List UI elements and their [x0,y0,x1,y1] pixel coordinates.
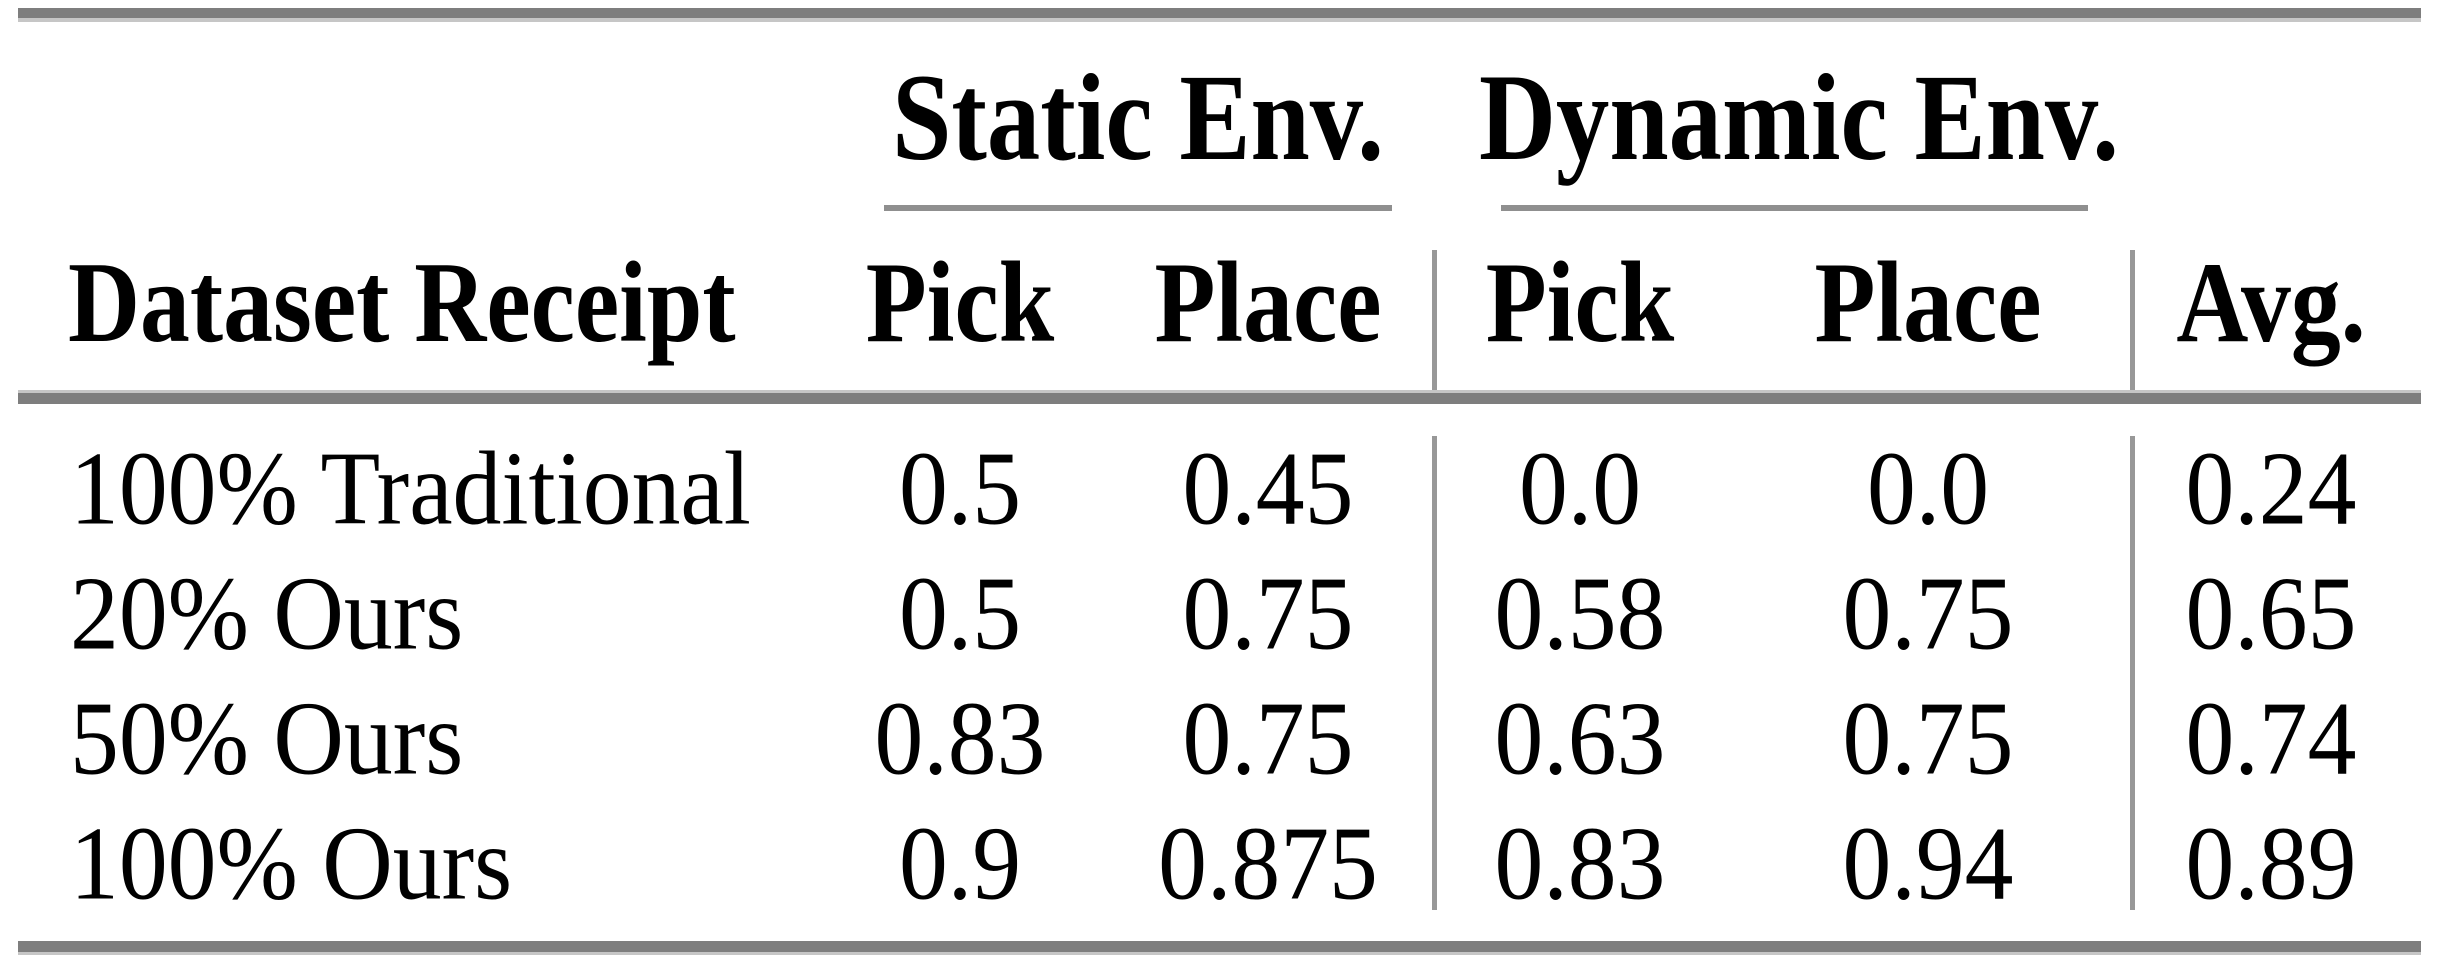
cell-dynamic-place: 0.75 [1842,679,2014,797]
column-header-dynamic-place: Place [1814,239,2042,367]
mid-rule [18,390,2421,404]
divider-avg-body [2130,436,2135,910]
cmidrule-static-env [884,205,1392,211]
cell-dynamic-place: 0.75 [1842,554,2014,672]
cell-dynamic-pick: 0.0 [1518,429,1642,547]
cell-static-pick: 0.9 [898,804,1022,922]
column-header-avg: Avg. [2176,239,2366,367]
top-rule [18,8,2421,22]
cell-static-pick: 0.5 [898,429,1022,547]
cell-avg: 0.65 [2185,554,2357,672]
column-header-static-pick: Pick [865,239,1055,367]
cell-static-place: 0.45 [1182,429,1354,547]
divider-static-dynamic-header [1432,250,1437,390]
cell-static-place: 0.875 [1158,804,1378,922]
row-label: 100% Traditional [70,429,751,547]
row-label: 50% Ours [70,679,464,797]
column-header-dynamic-pick: Pick [1485,239,1675,367]
group-header-dynamic-env: Dynamic Env. [1479,49,2119,186]
cell-static-pick: 0.83 [874,679,1046,797]
cell-dynamic-place: 0.94 [1842,804,2014,922]
cell-avg: 0.89 [2185,804,2357,922]
cell-avg: 0.74 [2185,679,2357,797]
group-header-static-env: Static Env. [892,49,1384,186]
cmidrule-dynamic-env [1501,205,2088,211]
divider-static-dynamic-body [1432,436,1437,910]
row-label: 20% Ours [70,554,464,672]
cell-static-place: 0.75 [1182,554,1354,672]
cell-dynamic-place: 0.0 [1866,429,1990,547]
divider-avg-header [2130,250,2135,390]
column-header-static-place: Place [1154,239,1382,367]
cell-avg: 0.24 [2185,429,2357,547]
cell-dynamic-pick: 0.58 [1494,554,1666,672]
cell-dynamic-pick: 0.63 [1494,679,1666,797]
cell-static-place: 0.75 [1182,679,1354,797]
row-label: 100% Ours [70,804,513,922]
column-header-dataset-receipt: Dataset Receipt [68,239,736,367]
cell-dynamic-pick: 0.83 [1494,804,1666,922]
cell-static-pick: 0.5 [898,554,1022,672]
bottom-rule [18,941,2421,955]
